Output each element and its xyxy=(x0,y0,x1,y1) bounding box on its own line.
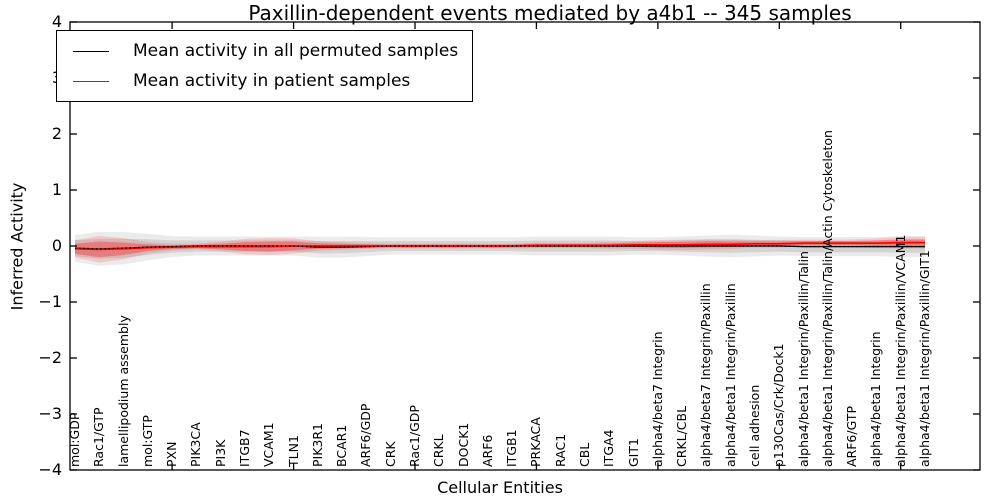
x-category-label: alpha4/beta1 Integrin/Paxillin/Talin xyxy=(795,251,811,467)
y-axis-label: Inferred Activity xyxy=(7,182,27,311)
permuted-mean-dotted-overlay xyxy=(74,245,925,250)
x-category-label: p130Cas/Crk/Dock1 xyxy=(771,343,787,467)
x-category-label: PXN xyxy=(164,441,180,467)
x-category-label: PIK3CA xyxy=(188,422,204,467)
x-category-label: GIT1 xyxy=(625,438,641,467)
x-category-label: ITGB1 xyxy=(504,429,520,467)
x-category-label: lamellipodium assembly xyxy=(115,315,131,467)
x-category-label: TLN1 xyxy=(285,435,301,467)
x-category-label: alpha4/beta1 Integrin xyxy=(868,331,884,467)
x-category-label: alpha4/beta7 Integrin xyxy=(649,331,665,467)
legend-entry-patient: Mean activity in patient samples xyxy=(73,66,458,96)
x-category-label: ITGA4 xyxy=(601,429,617,467)
x-category-label: CRKL/CBL xyxy=(674,405,690,467)
x-category-label: alpha4/beta7 Integrin/Paxillin xyxy=(698,283,714,467)
x-category-label: PI3K xyxy=(212,439,228,467)
x-category-label: BCAR1 xyxy=(334,424,350,467)
y-tick-label: 0 xyxy=(51,236,62,255)
y-tick-label: −1 xyxy=(38,292,62,311)
x-category-label: PRKACA xyxy=(528,417,544,467)
x-axis-label: Cellular Entities xyxy=(437,478,563,497)
x-category-label: Rac1/GDP xyxy=(407,405,422,467)
x-category-label: mol:GTP xyxy=(139,415,155,467)
x-category-label: RAC1 xyxy=(552,433,568,467)
red-line-swatch xyxy=(73,80,109,82)
x-category-label: mol:GDP xyxy=(67,412,82,467)
black-line-swatch xyxy=(73,50,109,52)
y-tick-label: 1 xyxy=(51,180,62,199)
y-tick-label: −2 xyxy=(38,348,62,367)
x-category-label: CRKL xyxy=(431,434,447,467)
x-category-label: Rac1/GTP xyxy=(91,407,107,467)
x-category-label: alpha4/beta1 Integrin/Paxillin/Talin/Act… xyxy=(819,130,835,467)
y-tick-label: 2 xyxy=(51,124,62,143)
x-category-label: alpha4/beta1 Integrin/Paxillin/GIT1 xyxy=(917,250,932,467)
x-category-label: VCAM1 xyxy=(261,422,277,467)
x-category-label: ITGB7 xyxy=(237,429,252,467)
patient-band-outer xyxy=(75,236,925,263)
permuted-band-outer xyxy=(75,231,925,266)
x-category-label: CRK xyxy=(382,441,398,467)
x-category-label: ARF6/GDP xyxy=(358,403,374,467)
x-category-label: PIK3R1 xyxy=(309,422,325,467)
x-category-label: ARF6 xyxy=(479,434,495,467)
legend: Mean activity in all permuted samples Me… xyxy=(56,30,474,102)
y-tick-label: 4 xyxy=(51,12,62,31)
x-category-label: ARF6/GTP xyxy=(844,405,860,467)
chart-title: Paxillin-dependent events mediated by a4… xyxy=(248,1,852,25)
x-category-label: CBL xyxy=(577,442,592,467)
legend-label: Mean activity in patient samples xyxy=(133,71,411,91)
legend-label: Mean activity in all permuted samples xyxy=(133,41,459,61)
legend-entry-permuted: Mean activity in all permuted samples xyxy=(73,36,458,66)
x-category-label: DOCK1 xyxy=(455,422,471,467)
y-tick-label: −4 xyxy=(38,460,62,479)
x-category-label: alpha4/beta1 Integrin/Paxillin xyxy=(722,283,738,467)
y-tick-label: −3 xyxy=(38,404,62,423)
x-category-label: alpha4/beta1 Integrin/Paxillin/VCAM1 xyxy=(892,234,908,467)
x-category-label: cell adhesion xyxy=(747,384,762,467)
